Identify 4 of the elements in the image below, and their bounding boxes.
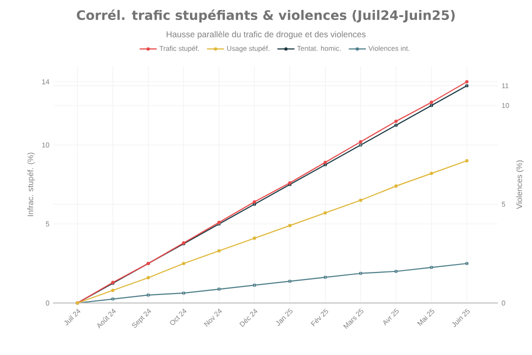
y-axis-title: Infrac. stupéf. (%) bbox=[27, 152, 35, 216]
chart-title: Corrél. trafic stupéfiants & violences (Juil24-Juin25) bbox=[76, 9, 455, 23]
y2-axis-title: Violences (%) bbox=[516, 160, 524, 210]
chart-subtitle: Hausse parallèle du trafic de drogue et des violences bbox=[166, 30, 366, 39]
